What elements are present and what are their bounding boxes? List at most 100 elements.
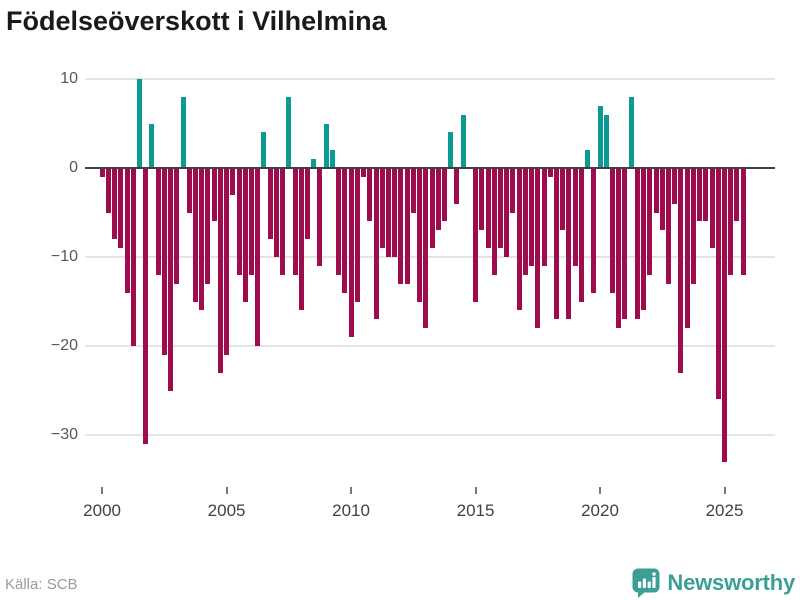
bar-2005-q4 [242, 168, 248, 302]
bar-2010-q4 [367, 168, 373, 222]
x-axis-tick-2000 [101, 487, 104, 494]
bar-2006-q2 [255, 168, 261, 346]
y-axis-label--30: −30 [50, 426, 78, 443]
bar-2009-q1 [323, 123, 329, 168]
bar-2000-q2 [105, 168, 111, 213]
x-axis-label-2020: 2020 [581, 501, 619, 520]
bar-2025-q2 [728, 168, 734, 275]
bar-2008-q2 [305, 168, 310, 240]
bar-2002-q2 [155, 168, 161, 275]
x-axis-tick-2015 [474, 487, 477, 494]
bar-2015-q2 [479, 168, 485, 231]
bar-2021-q2 [628, 96, 634, 168]
y-axis-label--10: −10 [50, 248, 78, 265]
bar-2003-q3 [186, 168, 192, 213]
bar-2018-q3 [560, 168, 566, 231]
bar-2023-q1 [672, 168, 678, 204]
bar-2015-q4 [491, 168, 497, 275]
bar-2007-q3 [286, 96, 292, 168]
bar-2020-q3 [610, 168, 615, 293]
bar-2009-q2 [329, 150, 335, 168]
bar-2003-q1 [174, 168, 180, 284]
bar-2017-q2 [529, 168, 535, 266]
bar-2017-q4 [541, 168, 547, 266]
zero-axis-line [85, 166, 775, 170]
bar-2004-q4 [217, 168, 223, 373]
bar-2001-q1 [124, 168, 130, 293]
bar-2016-q4 [516, 168, 522, 311]
x-axis-label-2000: 2000 [83, 501, 121, 520]
bar-2019-q3 [585, 150, 591, 168]
bar-2022-q3 [659, 168, 665, 231]
bar-2011-q3 [385, 168, 391, 257]
gridline-10 [85, 78, 775, 80]
gridline--10 [85, 256, 775, 258]
bar-2016-q3 [510, 168, 516, 213]
x-axis-label-2015: 2015 [456, 501, 495, 520]
bar-2011-q4 [392, 168, 398, 257]
bar-2012-q1 [398, 168, 404, 284]
bar-2007-q1 [273, 168, 279, 257]
gridline--30 [85, 434, 775, 436]
y-axis-label-10: 10 [60, 70, 78, 87]
bar-2001-q3 [136, 79, 142, 168]
bar-2018-q1 [547, 168, 553, 177]
bar-2019-q4 [591, 168, 597, 293]
bar-2002-q4 [168, 168, 174, 391]
bar-2021-q3 [634, 168, 640, 320]
bar-2015-q1 [473, 168, 478, 302]
bar-2006-q1 [249, 168, 254, 275]
bar-2008-q1 [298, 168, 304, 311]
gridline--20 [85, 345, 775, 347]
bar-2004-q1 [199, 168, 205, 311]
bar-2000-q3 [112, 168, 117, 240]
bar-2001-q4 [143, 168, 149, 444]
newsworthy-logo: Newsworthy [632, 567, 795, 599]
bar-2025-q4 [740, 168, 746, 275]
bar-2014-q1 [448, 132, 454, 168]
newsworthy-wordmark: Newsworthy [667, 570, 795, 595]
bar-2017-q1 [522, 168, 528, 275]
bar-2018-q2 [554, 168, 559, 320]
bar-2020-q4 [616, 168, 622, 329]
bar-2024-q2 [703, 168, 709, 222]
bar-2012-q3 [410, 168, 416, 213]
bar-2023-q2 [678, 168, 684, 373]
bar-2013-q3 [435, 168, 441, 231]
x-axis-label-2010: 2010 [332, 501, 370, 520]
x-axis-label-2025: 2025 [705, 501, 744, 520]
bar-2021-q4 [641, 168, 647, 311]
y-axis-label-0: 0 [69, 159, 78, 176]
bar-2020-q1 [597, 105, 603, 168]
bar-2022-q1 [647, 168, 653, 275]
bar-2022-q4 [666, 168, 671, 284]
bar-2005-q1 [224, 168, 230, 355]
bar-2003-q2 [180, 96, 186, 168]
bar-2010-q1 [348, 168, 354, 338]
bar-2013-q4 [441, 168, 447, 222]
x-axis-tick-2025 [723, 487, 726, 494]
bar-2004-q3 [211, 168, 217, 222]
bar-2012-q4 [417, 168, 422, 302]
y-axis-label--20: −20 [50, 337, 78, 354]
x-axis-tick-2020 [599, 487, 602, 494]
bar-2011-q1 [373, 168, 379, 320]
bar-2017-q3 [535, 168, 541, 329]
bar-2002-q3 [161, 168, 167, 355]
bar-2007-q2 [280, 168, 286, 275]
bar-2025-q3 [734, 168, 740, 222]
bar-2000-q1 [99, 168, 105, 177]
bar-2016-q1 [497, 168, 503, 249]
bar-2022-q2 [653, 168, 659, 213]
bar-2007-q4 [292, 168, 298, 275]
bar-2024-q3 [709, 168, 715, 249]
bar-2020-q2 [603, 114, 609, 168]
bar-2008-q4 [317, 168, 323, 266]
bar-2000-q4 [118, 168, 124, 249]
bar-2012-q2 [404, 168, 410, 284]
newsworthy-icon [632, 568, 660, 599]
bar-2010-q3 [361, 168, 366, 177]
bar-2021-q1 [622, 168, 628, 320]
